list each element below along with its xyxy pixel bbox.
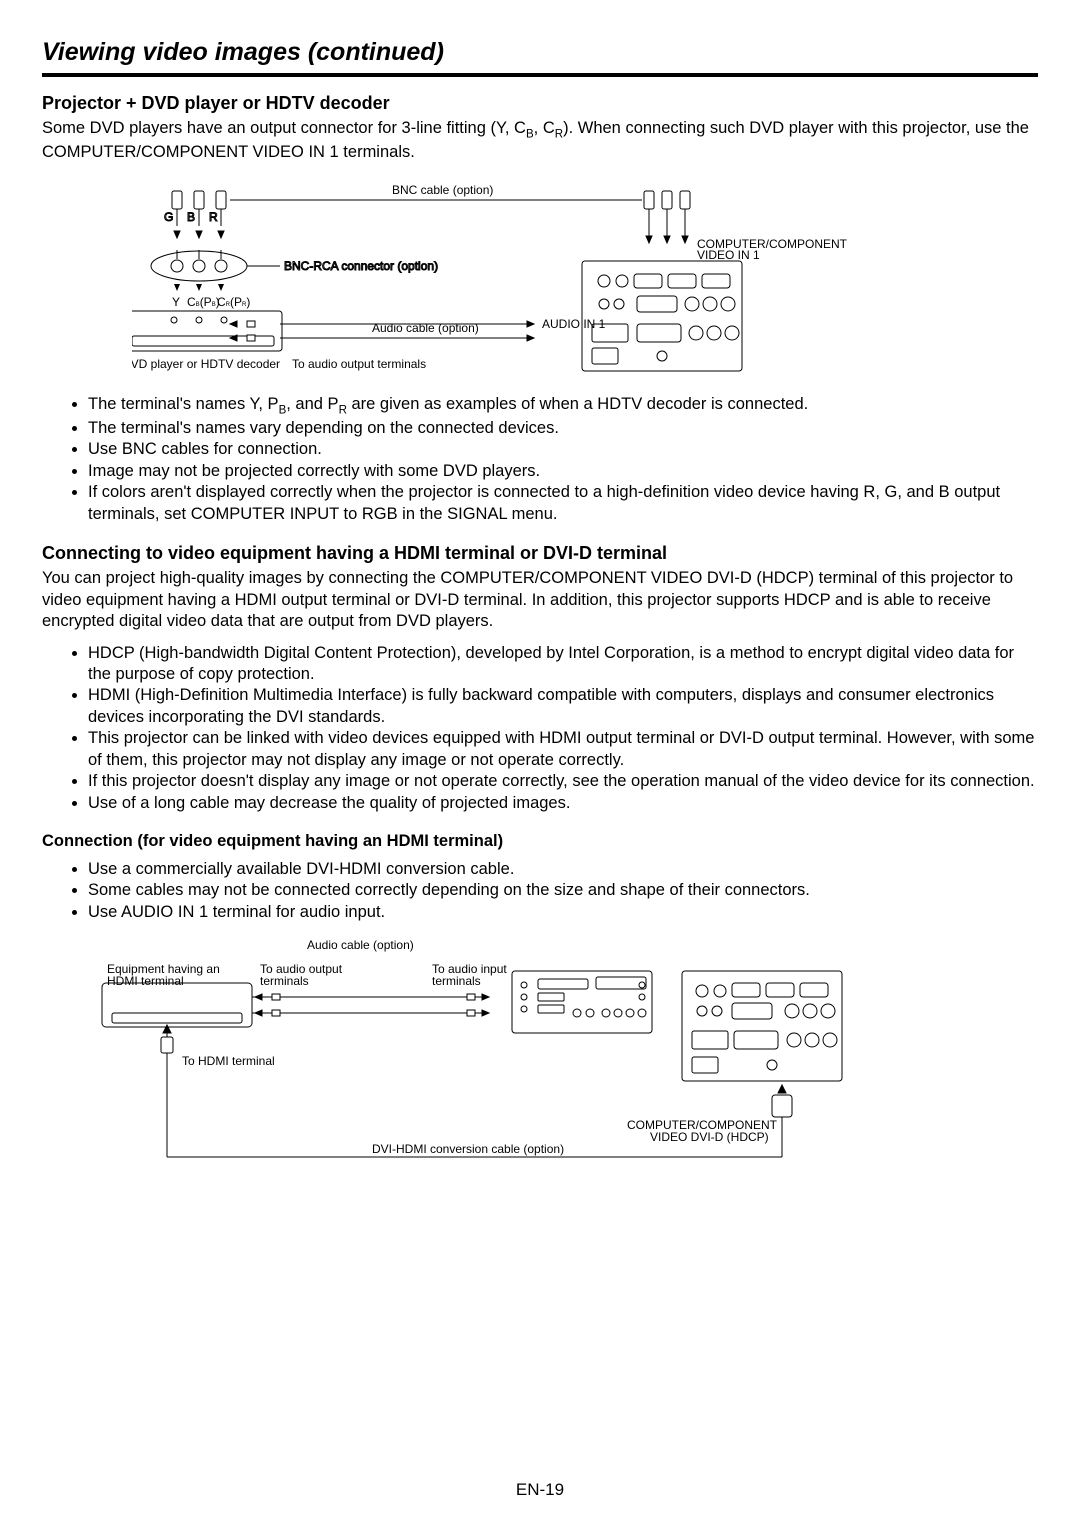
section1-bullets: The terminal's names Y, PB, and PR are g…: [42, 394, 1038, 525]
section2-bullets: HDCP (High-bandwidth Digital Content Pro…: [42, 643, 1038, 815]
label-audio-cable2: Audio cable (option): [307, 938, 414, 952]
label-comp2-2: VIDEO DVI-D (HDCP): [650, 1130, 769, 1144]
label-audio-cable: Audio cable (option): [372, 321, 479, 335]
bullet-item: Use AUDIO IN 1 terminal for audio input.: [88, 902, 1038, 923]
label-dvi-hdmi: DVI-HDMI conversion cable (option): [372, 1142, 564, 1156]
label-b: B: [187, 210, 195, 224]
label-cb: CB(PB): [187, 295, 220, 309]
bullet-item: Use of a long cable may decrease the qua…: [88, 793, 1038, 814]
label-out2: terminals: [260, 974, 309, 988]
label-g: G: [164, 210, 173, 224]
page-number: EN-19: [0, 1480, 1080, 1500]
label-equip2: HDMI terminal: [107, 974, 184, 988]
diagram-hdmi: Audio cable (option) Equipment having an…: [42, 935, 1038, 1165]
bullet-item: If colors aren't displayed correctly whe…: [88, 482, 1038, 525]
label-r: R: [209, 210, 218, 224]
section2-subheading: Connection (for video equipment having a…: [42, 832, 1038, 851]
label-in2: terminals: [432, 974, 481, 988]
label-to-audio: To audio output terminals: [292, 357, 426, 371]
bullet-item: Use a commercially available DVI-HDMI co…: [88, 859, 1038, 880]
bullet-item: Image may not be projected correctly wit…: [88, 461, 1038, 482]
intro-text-2: , C: [534, 119, 555, 137]
page-title: Viewing video images (continued): [42, 38, 1038, 77]
section2-heading: Connecting to video equipment having a H…: [42, 543, 1038, 564]
bullet-item: Use BNC cables for connection.: [88, 439, 1038, 460]
bullet-item: HDCP (High-bandwidth Digital Content Pro…: [88, 643, 1038, 686]
diagram-dvd-hdtv: G B R BNC cable (option) BNC-RCA connect…: [42, 176, 1038, 376]
section1-heading: Projector + DVD player or HDTV decoder: [42, 93, 1038, 114]
bullet-item: HDMI (High-Definition Multimedia Interfa…: [88, 685, 1038, 728]
bullet-item: Some cables may not be connected correct…: [88, 880, 1038, 901]
label-video-in: VIDEO IN 1: [697, 248, 760, 262]
label-cr: CR(PR): [217, 295, 250, 309]
bullet-item: If this projector doesn't display any im…: [88, 771, 1038, 792]
intro-text-1: Some DVD players have an output connecto…: [42, 119, 526, 137]
intro-sub-2: R: [555, 128, 563, 140]
label-bnc-rca: BNC-RCA connector (option): [284, 259, 438, 273]
bullet-item: The terminal's names vary depending on t…: [88, 418, 1038, 439]
label-bnc-cable: BNC cable (option): [392, 183, 493, 197]
label-to-hdmi: To HDMI terminal: [182, 1054, 275, 1068]
section1-intro: Some DVD players have an output connecto…: [42, 118, 1038, 164]
intro-sub-1: B: [526, 128, 534, 140]
section2-intro: You can project high-quality images by c…: [42, 568, 1038, 632]
section2-bullets2: Use a commercially available DVI-HDMI co…: [42, 859, 1038, 923]
bullet-item: The terminal's names Y, PB, and PR are g…: [88, 394, 1038, 418]
label-y: Y: [172, 295, 180, 309]
bullet-item: This projector can be linked with video …: [88, 728, 1038, 771]
label-dvd: DVD player or HDTV decoder: [132, 357, 280, 371]
